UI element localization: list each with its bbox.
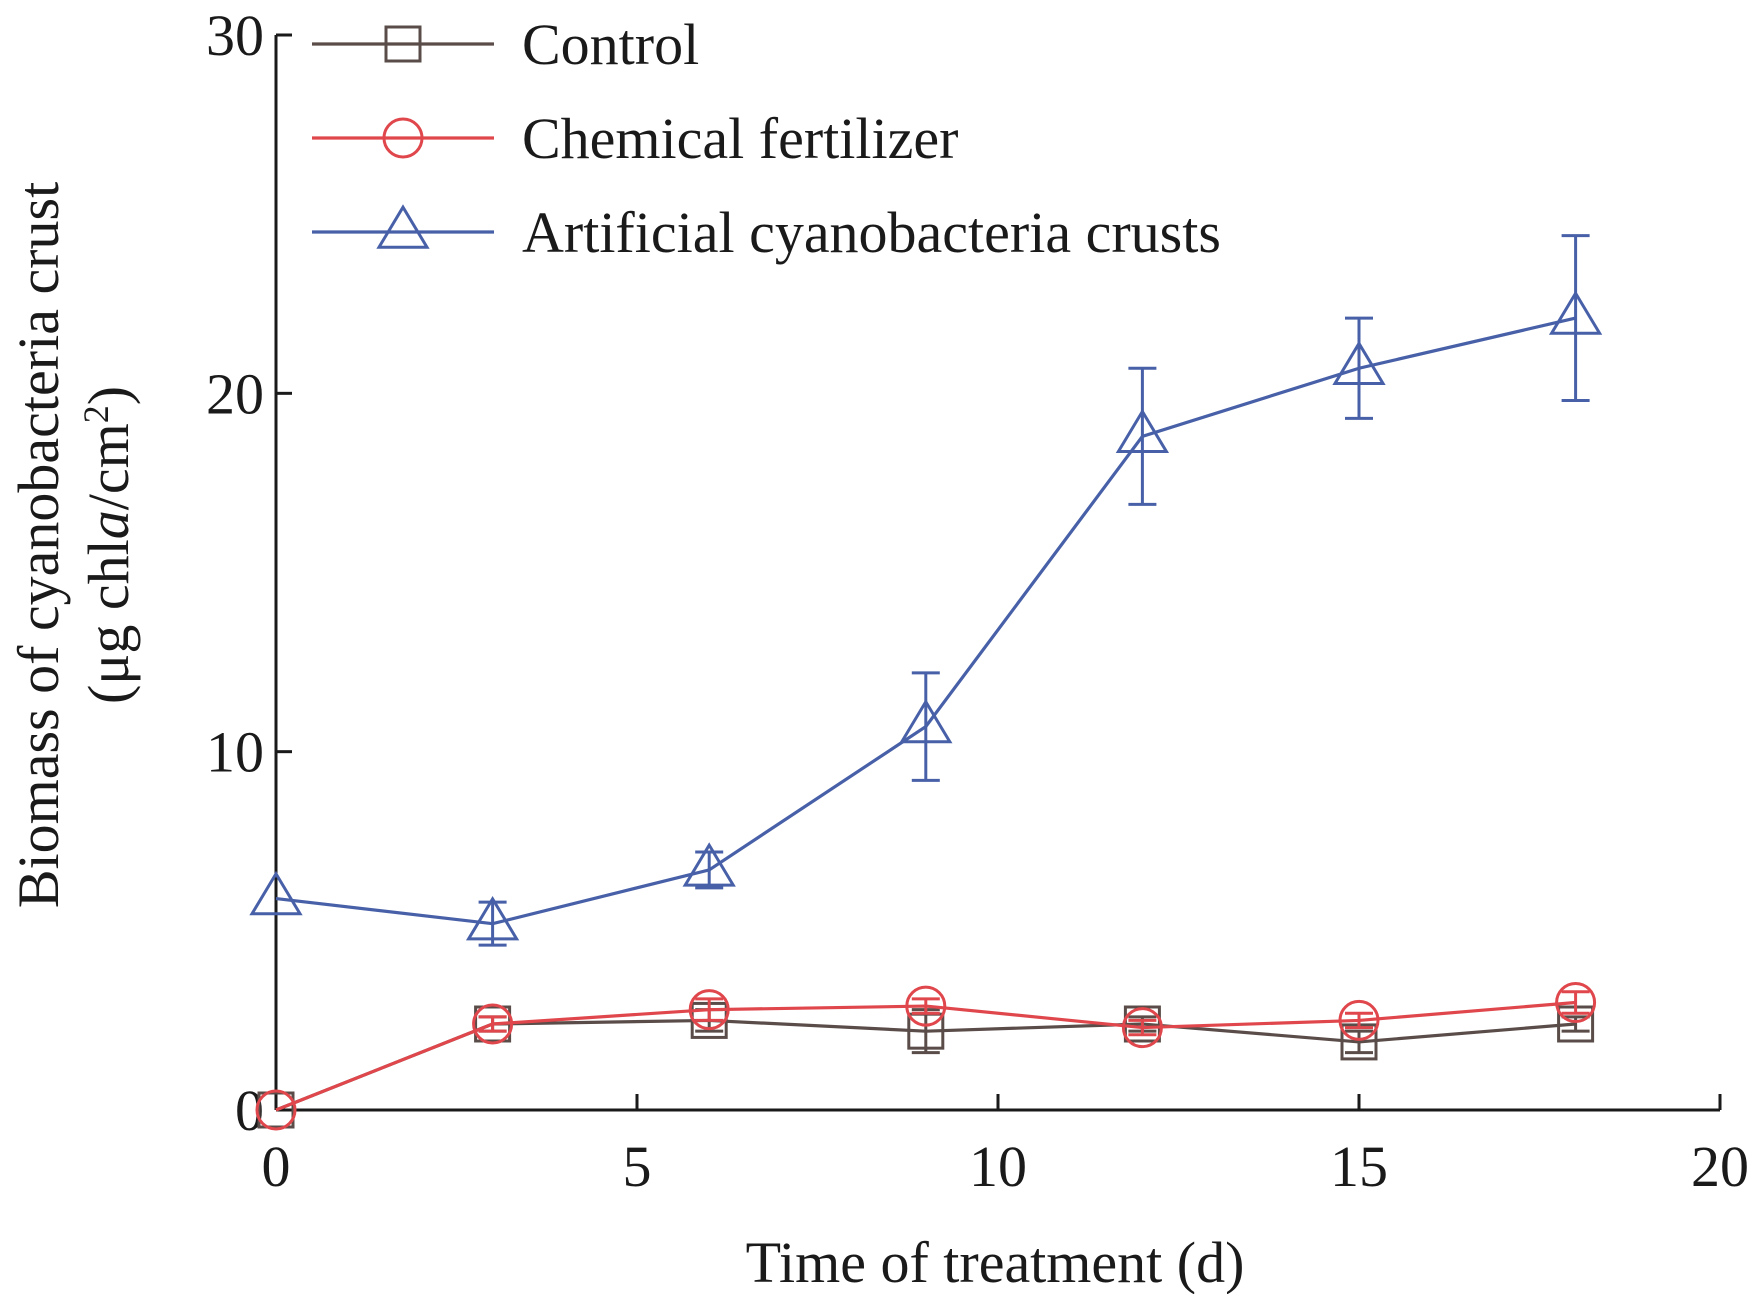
series-layer bbox=[249, 234, 1603, 1131]
axes bbox=[274, 35, 1720, 1112]
y-axis-title-line2: (μg chla/cm2) bbox=[76, 386, 141, 704]
y-tick-label-2: 20 bbox=[206, 361, 264, 426]
legend-item-1: Chemical fertilizer bbox=[312, 106, 958, 171]
point-1-1 bbox=[472, 1003, 514, 1045]
point-0-4 bbox=[1123, 1005, 1161, 1043]
point-2-5 bbox=[1332, 340, 1386, 385]
point-1-0 bbox=[255, 1089, 297, 1131]
point-1-3 bbox=[905, 985, 947, 1027]
point-1-2 bbox=[688, 989, 730, 1031]
series-1 bbox=[255, 982, 1597, 1131]
x-tick-label-1: 5 bbox=[623, 1134, 652, 1199]
point-2-1 bbox=[465, 895, 520, 941]
x-tick-label-0: 0 bbox=[262, 1134, 291, 1199]
y-tick-label-3: 30 bbox=[206, 3, 264, 68]
legend-marker-2 bbox=[376, 204, 430, 249]
legend-marker-1 bbox=[382, 117, 424, 159]
point-1-5 bbox=[1338, 999, 1380, 1041]
x-tick-label-3: 15 bbox=[1330, 1134, 1388, 1199]
x-tick-label-4: 20 bbox=[1691, 1134, 1749, 1199]
point-1-4 bbox=[1121, 1007, 1163, 1049]
x-tick-label-2: 10 bbox=[969, 1134, 1027, 1199]
point-2-4 bbox=[1115, 408, 1170, 454]
point-1-6 bbox=[1555, 982, 1597, 1023]
y-axis-title-unit: /cm bbox=[76, 423, 141, 510]
legend-item-2: Artificial cyanobacteria crusts bbox=[312, 200, 1221, 265]
legend-item-0: Control bbox=[312, 12, 699, 77]
y-tick-label-1: 10 bbox=[206, 720, 264, 785]
point-2-6 bbox=[1548, 290, 1603, 335]
point-2-3 bbox=[899, 698, 953, 744]
point-0-0 bbox=[257, 1091, 295, 1129]
series-2 bbox=[249, 234, 1603, 947]
legend-label-2: Artificial cyanobacteria crusts bbox=[522, 200, 1221, 265]
x-axis-title: Time of treatment (d) bbox=[746, 1230, 1245, 1294]
point-2-0 bbox=[249, 870, 303, 916]
series-line-2 bbox=[275, 316, 1576, 926]
legend-label-1: Chemical fertilizer bbox=[522, 106, 958, 171]
y-axis-title-italic: a bbox=[76, 510, 141, 539]
y-axis-title-prefix: (μg chl bbox=[76, 539, 141, 704]
legend-marker-0 bbox=[384, 25, 422, 63]
y-axis-title-line1: Biomass of cyanobacteria crust bbox=[6, 182, 71, 908]
y-axis-title-sup: 2 bbox=[76, 405, 116, 423]
point-2-2 bbox=[682, 842, 736, 887]
legend-label-0: Control bbox=[522, 12, 699, 77]
series-0 bbox=[257, 1001, 1595, 1129]
y-axis-title-suffix: ) bbox=[76, 386, 141, 405]
legend: Control Chemical fertilizer Artificial cya… bbox=[312, 12, 1221, 265]
